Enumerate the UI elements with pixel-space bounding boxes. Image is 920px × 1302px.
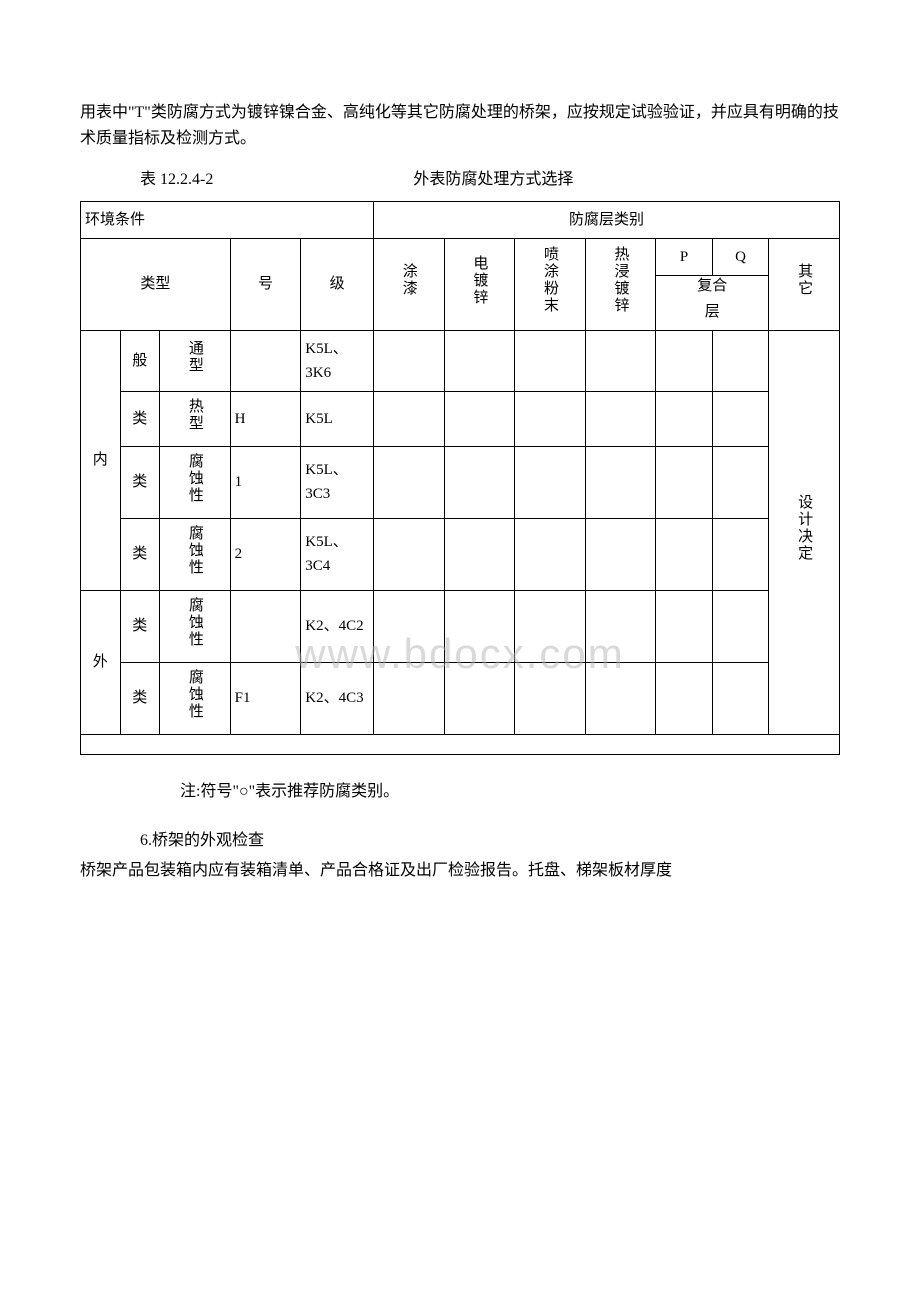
cell-r6-grade: K2、4C3 xyxy=(301,662,374,734)
header-other: 其它 xyxy=(769,238,840,330)
cell-r2-num: H xyxy=(230,391,301,446)
cell-empty xyxy=(656,518,712,590)
cell-empty xyxy=(515,446,586,518)
cell-r1-num xyxy=(230,330,301,391)
cell-r3-sub: 腐蚀性 xyxy=(160,446,231,518)
cell-empty xyxy=(515,518,586,590)
cell-r2-grade: K5L xyxy=(301,391,374,446)
cell-r4-grade: K5L、3C4 xyxy=(301,518,374,590)
table-row: 类型 号 级 涂漆 电镀锌 喷涂粉末 热浸镀锌 P Q 其它 xyxy=(81,238,840,275)
cell-empty xyxy=(712,446,768,518)
cell-empty xyxy=(712,518,768,590)
cell-empty xyxy=(712,391,768,446)
cell-r5-grade: K2、4C2 xyxy=(301,590,374,662)
cell-empty xyxy=(373,330,444,391)
cell-r4-sub: 腐蚀性 xyxy=(160,518,231,590)
cell-empty xyxy=(373,590,444,662)
cell-empty xyxy=(444,518,515,590)
cell-r5-num xyxy=(230,590,301,662)
cell-empty xyxy=(585,330,656,391)
header-grade: 级 xyxy=(301,238,374,330)
cell-r3-num: 1 xyxy=(230,446,301,518)
section-6-body: 桥架产品包装箱内应有装箱清单、产品合格证及出厂检验报告。托盘、梯架板材厚度 xyxy=(80,858,840,884)
table-row: 内 般 通型 K5L、3K6 设计决定 xyxy=(81,330,840,391)
cell-empty xyxy=(656,391,712,446)
header-electro-galv: 电镀锌 xyxy=(444,238,515,330)
cell-empty xyxy=(656,590,712,662)
header-composite: 复合 层 xyxy=(656,275,769,330)
table-row: 类 腐蚀性 2 K5L、3C4 xyxy=(81,518,840,590)
table-row: 环境条件 防腐层类别 xyxy=(81,201,840,238)
header-hot-dip-galv: 热浸镀锌 xyxy=(585,238,656,330)
cell-empty xyxy=(585,590,656,662)
cell-empty xyxy=(444,662,515,734)
cell-r1-sub: 通型 xyxy=(160,330,231,391)
cell-empty xyxy=(585,662,656,734)
cell-empty xyxy=(585,391,656,446)
header-corrosion-category: 防腐层类别 xyxy=(373,201,839,238)
cell-r4-num: 2 xyxy=(230,518,301,590)
cell-r4-cat: 类 xyxy=(120,518,160,590)
cell-empty xyxy=(656,330,712,391)
cell-empty xyxy=(515,590,586,662)
cell-outdoor: 外 xyxy=(81,590,121,734)
cell-empty xyxy=(712,662,768,734)
table-row: 类 腐蚀性 1 K5L、3C3 xyxy=(81,446,840,518)
table-row xyxy=(81,734,840,754)
cell-empty xyxy=(444,330,515,391)
cell-r3-cat: 类 xyxy=(120,446,160,518)
section-6-title: 6.桥架的外观检查 xyxy=(80,828,840,854)
cell-empty xyxy=(444,590,515,662)
cell-empty xyxy=(515,391,586,446)
header-paint: 涂漆 xyxy=(373,238,444,330)
cell-r6-sub: 腐蚀性 xyxy=(160,662,231,734)
table-row: 外 类 腐蚀性 K2、4C2 xyxy=(81,590,840,662)
cell-indoor: 内 xyxy=(81,330,121,590)
corrosion-table: 环境条件 防腐层类别 类型 号 级 涂漆 电镀锌 喷涂粉末 热浸镀锌 P Q 其… xyxy=(80,201,840,755)
table-header-row: 表 12.2.4-2 外表防腐处理方式选择 xyxy=(80,167,840,193)
table-row: 类 腐蚀性 F1 K2、4C3 xyxy=(81,662,840,734)
table-title: 外表防腐处理方式选择 xyxy=(413,167,573,193)
header-type: 类型 xyxy=(81,238,231,330)
cell-empty xyxy=(373,446,444,518)
cell-empty xyxy=(712,590,768,662)
table-note: 注:符号"○"表示推荐防腐类别。 xyxy=(80,779,840,805)
cell-r2-cat: 类 xyxy=(120,391,160,446)
cell-empty xyxy=(656,662,712,734)
cell-empty xyxy=(585,446,656,518)
intro-paragraph: 用表中"T"类防腐方式为镀锌镍合金、高纯化等其它防腐处理的桥架，应按规定试验验证… xyxy=(80,100,840,151)
header-env-condition: 环境条件 xyxy=(81,201,374,238)
cell-empty xyxy=(373,391,444,446)
cell-r5-sub: 腐蚀性 xyxy=(160,590,231,662)
header-spray-powder: 喷涂粉末 xyxy=(515,238,586,330)
cell-r6-cat: 类 xyxy=(120,662,160,734)
cell-empty-row xyxy=(81,734,840,754)
cell-empty xyxy=(515,330,586,391)
cell-empty xyxy=(444,391,515,446)
cell-empty xyxy=(444,446,515,518)
cell-r1-cat: 般 xyxy=(120,330,160,391)
header-number: 号 xyxy=(230,238,301,330)
table-row: 类 热型 H K5L xyxy=(81,391,840,446)
cell-empty xyxy=(656,446,712,518)
cell-empty xyxy=(585,518,656,590)
cell-r6-num: F1 xyxy=(230,662,301,734)
cell-empty xyxy=(712,330,768,391)
cell-empty xyxy=(373,518,444,590)
cell-empty xyxy=(373,662,444,734)
cell-r5-cat: 类 xyxy=(120,590,160,662)
cell-design-decide: 设计决定 xyxy=(769,330,840,734)
cell-r2-sub: 热型 xyxy=(160,391,231,446)
cell-empty xyxy=(515,662,586,734)
cell-r1-grade: K5L、3K6 xyxy=(301,330,374,391)
cell-r3-grade: K5L、3C3 xyxy=(301,446,374,518)
header-p: P xyxy=(656,238,712,275)
header-q: Q xyxy=(712,238,768,275)
table-number: 表 12.2.4-2 xyxy=(140,167,213,193)
